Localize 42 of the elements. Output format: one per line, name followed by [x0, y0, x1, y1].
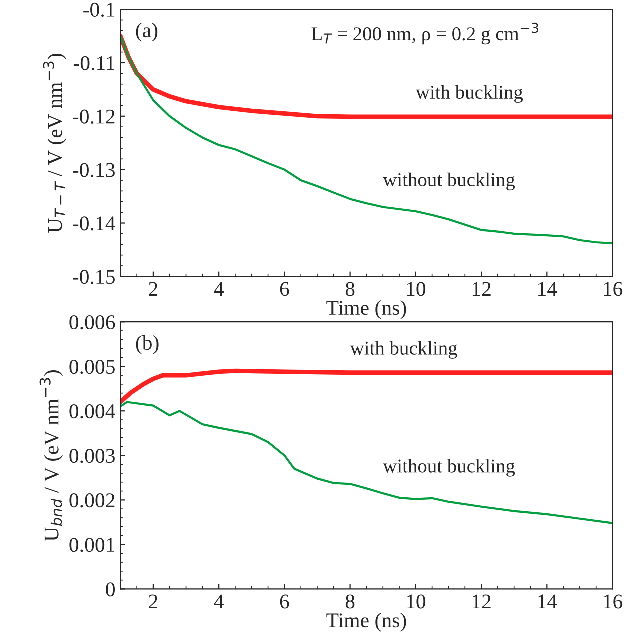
- x-tick-label: 6: [280, 594, 290, 609]
- x-tick-label: 2: [149, 594, 158, 609]
- y-tick-label: -0.13: [73, 163, 115, 178]
- series-label: without buckling: [383, 459, 516, 477]
- y-tick-label: -0.15: [73, 270, 115, 284]
- y-tick-label: 0.002: [70, 494, 115, 508]
- x-tick-label: 10: [407, 594, 426, 609]
- x-tick-label: 4: [214, 282, 224, 296]
- x-tick-label: 12: [472, 282, 491, 296]
- y-axis-title: U$_{T−T}$ / V (eV nm$^{−3}$): [43, 54, 67, 233]
- x-tick-label: 8: [346, 594, 355, 609]
- y-tick-label: 0.006: [70, 315, 116, 330]
- y-tick-label: -0.11: [74, 56, 115, 71]
- y-tick-label: 0.003: [70, 449, 115, 464]
- y-tick-label: 0.001: [70, 538, 115, 552]
- y-tick-label: 0: [106, 582, 115, 597]
- x-tick-label: 14: [538, 282, 558, 296]
- x-tick-label: 10: [407, 282, 426, 296]
- y-axis-title: U$_{bnd}$ / V (eV nm$^{−3}$): [40, 370, 64, 542]
- series-label: with buckling: [416, 85, 524, 104]
- line-series: [120, 401, 613, 524]
- x-tick-label: 8: [346, 282, 355, 296]
- x-tick-label: 4: [214, 594, 224, 609]
- y-tick-label: -0.1: [84, 2, 115, 18]
- x-tick-label: 16: [604, 594, 623, 609]
- annotation: (b): [136, 335, 159, 354]
- y-tick-label: 0.005: [70, 360, 115, 374]
- x-tick-label: 2: [149, 282, 158, 296]
- x-axis-title: Time (ns): [326, 300, 406, 320]
- x-axis-title: Time (ns): [326, 612, 406, 632]
- x-tick-label: 6: [280, 282, 290, 296]
- annotation: (a): [136, 22, 158, 42]
- x-tick-label: 14: [538, 594, 558, 609]
- y-tick-label: 0.004: [70, 404, 116, 419]
- series-label: without buckling: [383, 172, 516, 191]
- x-tick-label: 12: [472, 594, 491, 609]
- annotation: L$_{T}$ = 200 nm, ρ = 0.2 g cm$^{−3}$: [312, 22, 538, 45]
- y-tick-label: -0.14: [73, 216, 116, 231]
- x-tick-label: 16: [604, 282, 623, 296]
- y-tick-label: -0.12: [73, 110, 115, 124]
- series-label: with buckling: [350, 341, 458, 359]
- line-series: [120, 368, 613, 404]
